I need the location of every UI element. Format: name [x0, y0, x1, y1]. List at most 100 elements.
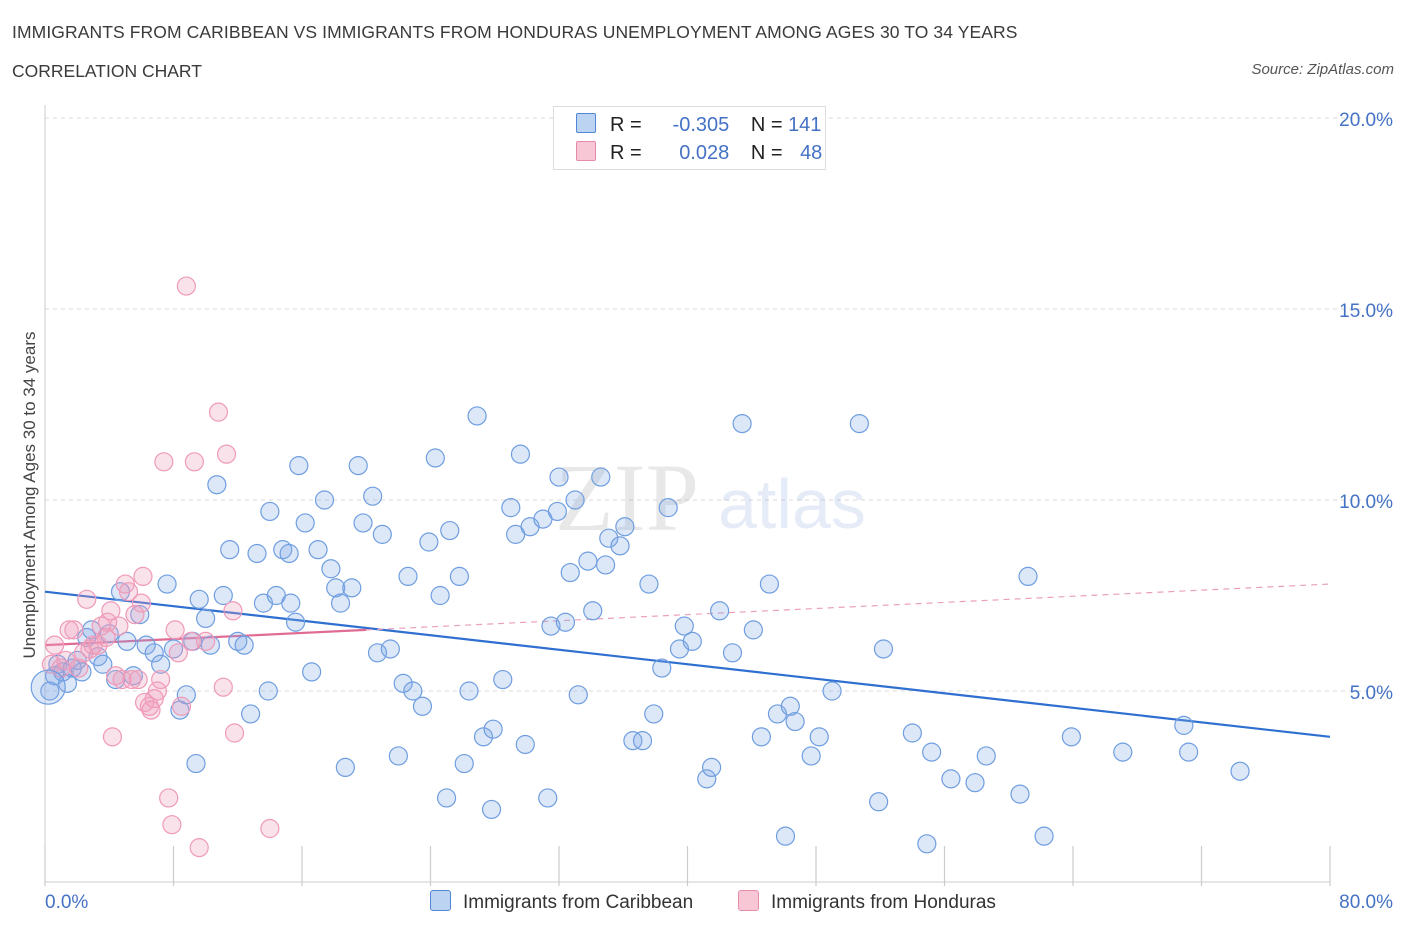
point-caribbean	[398, 566, 418, 587]
point-caribbean	[412, 696, 433, 716]
point-caribbean	[493, 669, 513, 690]
point-caribbean	[295, 513, 315, 533]
point-caribbean	[321, 559, 341, 579]
point-caribbean	[568, 685, 588, 705]
point-honduras	[224, 723, 245, 743]
point-caribbean	[722, 643, 743, 663]
point-caribbean	[234, 635, 254, 655]
point-honduras	[184, 452, 204, 472]
point-honduras	[125, 604, 145, 625]
point-caribbean	[917, 834, 937, 854]
point-caribbean	[922, 742, 942, 762]
point-caribbean	[449, 566, 470, 587]
point-caribbean	[1174, 715, 1194, 735]
point-caribbean	[342, 578, 362, 598]
point-caribbean	[809, 727, 829, 747]
point-caribbean	[743, 620, 763, 640]
point-honduras	[98, 612, 118, 632]
point-caribbean	[785, 711, 805, 732]
trend-line-caribbean	[44, 590, 1331, 738]
point-caribbean	[481, 799, 502, 820]
point-honduras	[59, 620, 79, 640]
data-points	[30, 276, 1250, 858]
point-caribbean	[302, 662, 322, 682]
point-honduras	[159, 788, 179, 808]
point-caribbean	[335, 757, 355, 778]
point-caribbean	[515, 734, 535, 755]
chart-subtitle: CORRELATION CHART	[12, 61, 202, 81]
point-honduras	[88, 635, 108, 655]
point-caribbean	[326, 578, 346, 598]
point-honduras	[69, 658, 89, 678]
point-caribbean	[467, 406, 487, 426]
point-honduras	[45, 635, 65, 655]
point-honduras	[189, 838, 209, 858]
point-caribbean	[510, 444, 531, 464]
point-honduras	[96, 627, 116, 648]
point-caribbean	[1018, 566, 1038, 587]
point-caribbean	[419, 532, 439, 552]
point-honduras	[109, 616, 129, 636]
point-caribbean	[639, 574, 659, 594]
point-caribbean	[93, 654, 113, 674]
bottom-legend-swatch-honduras	[738, 890, 759, 911]
chart-title: IMMIGRANTS FROM CARIBBEAN VS IMMIGRANTS …	[12, 22, 1018, 42]
point-caribbean	[260, 501, 280, 522]
y-tick-label: 15.0%	[1339, 301, 1393, 322]
point-honduras	[223, 601, 243, 621]
point-honduras	[112, 669, 132, 690]
point-caribbean	[425, 448, 445, 468]
point-honduras	[208, 402, 229, 422]
point-caribbean	[220, 540, 240, 560]
point-caribbean	[67, 650, 87, 671]
point-caribbean	[565, 490, 585, 510]
point-caribbean	[353, 513, 373, 533]
point-caribbean	[697, 769, 717, 789]
legend-n-label: N =	[750, 114, 783, 136]
point-caribbean	[367, 643, 388, 663]
y-axis-label: Unemployment Among Ages 30 to 34 years	[20, 331, 39, 659]
point-caribbean	[751, 727, 771, 747]
point-caribbean	[483, 719, 503, 739]
point-honduras	[141, 700, 161, 720]
point-caribbean	[314, 490, 335, 510]
bottom-legend-caribbean: Immigrants from Caribbean	[430, 890, 693, 914]
point-caribbean	[1230, 761, 1250, 781]
point-caribbean	[578, 551, 598, 571]
point-honduras	[162, 815, 182, 835]
point-honduras	[151, 669, 171, 690]
source-label: Source: ZipAtlas.com	[1251, 61, 1394, 78]
point-caribbean	[801, 746, 821, 766]
point-caribbean	[599, 528, 619, 548]
point-caribbean	[941, 769, 961, 789]
point-caribbean	[658, 498, 678, 518]
legend-r-label: R =	[610, 142, 642, 164]
point-honduras	[128, 669, 148, 690]
legend-n-value-caribbean: 141	[788, 114, 822, 136]
x-tick-label-min: 0.0%	[45, 892, 88, 913]
point-caribbean	[759, 574, 780, 594]
point-caribbean	[258, 681, 278, 701]
point-caribbean	[732, 414, 752, 434]
point-honduras	[165, 620, 185, 640]
y-tick-label: 10.0%	[1339, 492, 1393, 513]
point-caribbean	[873, 639, 894, 659]
axes	[44, 105, 1331, 886]
point-caribbean	[632, 731, 653, 751]
point-caribbean	[965, 773, 985, 793]
point-caribbean	[1061, 727, 1081, 747]
point-honduras	[216, 444, 237, 464]
point-caribbean	[674, 616, 694, 636]
legend-row-caribbean: R = -0.305 N = 141	[576, 113, 821, 137]
point-caribbean	[541, 616, 561, 636]
point-caribbean	[615, 517, 635, 537]
point-honduras	[41, 654, 62, 674]
point-caribbean	[151, 654, 171, 674]
point-caribbean	[501, 498, 521, 518]
y-tick-label: 20.0%	[1339, 110, 1393, 131]
point-honduras	[122, 669, 142, 690]
point-caribbean	[247, 543, 267, 564]
point-caribbean	[144, 643, 164, 663]
point-caribbean	[701, 757, 722, 778]
